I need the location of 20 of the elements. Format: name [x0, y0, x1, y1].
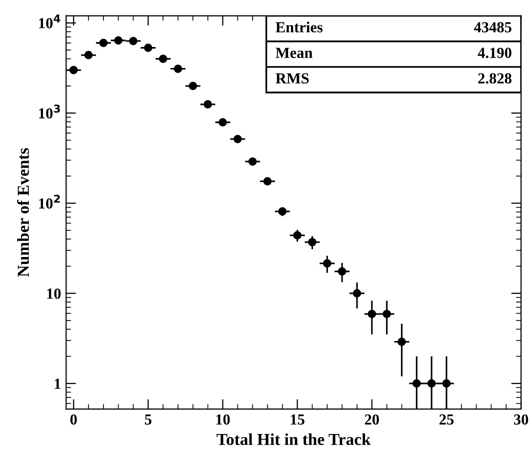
annotation: Entries: [276, 22, 323, 32]
y-axis-title: Number of Events: [17, 148, 29, 277]
x-tick-label: 5: [144, 414, 152, 425]
x-tick-label: 30: [514, 414, 528, 425]
x-tick-label: 25: [439, 414, 454, 425]
x-tick-label: 15: [290, 414, 304, 425]
x-axis-title: Total Hit in the Track: [216, 433, 371, 446]
x-tick-label: 10: [216, 414, 230, 425]
annotation: RMS: [276, 73, 309, 84]
y-tick-label: 10: [47, 288, 61, 299]
annotation: 2.828: [478, 73, 512, 84]
annotation: 43485: [474, 22, 512, 32]
y-tick-label: 10$^{2}$: [39, 194, 60, 209]
x-tick-label: 0: [70, 414, 77, 425]
annotation: Mean: [276, 48, 313, 58]
y-tick-label: 10$^{4}$: [39, 14, 60, 28]
x-tick-label: 20: [364, 414, 379, 425]
y-tick-label: 10$^{3}$: [39, 104, 60, 119]
annotation: 4.190: [478, 48, 512, 58]
y-tick-label: 1: [54, 378, 60, 389]
